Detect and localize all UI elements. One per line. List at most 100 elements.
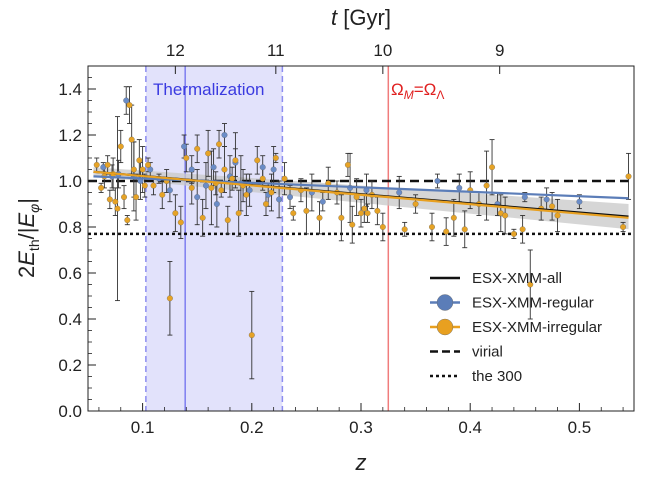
- point-regular: [213, 201, 220, 207]
- point-irregular: [93, 161, 100, 168]
- point-regular: [434, 178, 441, 184]
- legend-item: ESX-XMM-all: [430, 270, 562, 287]
- point-irregular: [133, 194, 139, 201]
- point-irregular: [232, 157, 239, 164]
- point-irregular: [303, 207, 310, 214]
- legend-marker-swatch: [436, 318, 454, 336]
- y-tick-label: 1.4: [58, 80, 82, 99]
- reference-lines: [88, 179, 634, 236]
- point-irregular: [461, 226, 468, 233]
- point-irregular: [379, 224, 386, 230]
- point-irregular: [483, 182, 490, 189]
- point-irregular: [374, 207, 381, 214]
- legend-label: virial: [472, 344, 503, 361]
- y-axis-title: 2Eth/|Eφ|: [14, 198, 42, 278]
- point-irregular: [527, 281, 534, 288]
- point-irregular: [489, 164, 495, 171]
- point-regular: [576, 198, 583, 205]
- point-regular: [270, 166, 277, 173]
- thermalization-label: Thermalization: [153, 80, 265, 99]
- legend-label: ESX-XMM-irregular: [472, 319, 602, 336]
- point-irregular: [443, 228, 450, 235]
- y-tick-label: 1.2: [58, 126, 82, 145]
- point-irregular: [130, 166, 137, 173]
- legend-label: ESX-XMM-regular: [472, 295, 594, 312]
- point-regular: [210, 164, 217, 171]
- point-irregular: [510, 230, 517, 237]
- x-tick-label: 0.1: [131, 418, 155, 437]
- point-irregular: [364, 210, 371, 217]
- point-irregular: [344, 161, 351, 168]
- legend-marker-swatch: [436, 294, 454, 311]
- point-irregular: [106, 196, 113, 203]
- point-irregular: [166, 295, 173, 302]
- y-tick-label: 0.2: [58, 356, 82, 375]
- point-irregular: [141, 182, 148, 189]
- x-tick-label: 0.4: [458, 418, 482, 437]
- point-irregular: [272, 155, 279, 161]
- point-regular: [123, 97, 130, 104]
- legend-item: ESX-XMM-irregular: [430, 318, 602, 336]
- point-irregular: [263, 201, 269, 207]
- point-irregular: [139, 166, 146, 173]
- x-tick-label: 0.2: [240, 418, 264, 437]
- point-irregular: [117, 143, 124, 150]
- point-irregular: [208, 184, 215, 191]
- y-tick-label: 0.8: [58, 218, 82, 237]
- point-irregular: [316, 214, 323, 221]
- y-tick-label: 0.0: [58, 402, 82, 421]
- y-tick-label: 1.0: [58, 172, 82, 191]
- point-irregular: [218, 187, 225, 194]
- point-irregular: [502, 212, 509, 219]
- point-irregular: [268, 189, 275, 196]
- point-irregular: [128, 136, 135, 143]
- y-tick-label: 0.4: [58, 310, 82, 329]
- point-irregular: [136, 157, 143, 164]
- legend-item: virial: [430, 344, 503, 361]
- fit-line-esx-xmm-irregular: [93, 170, 629, 219]
- point-irregular: [104, 161, 111, 168]
- point-irregular: [224, 217, 231, 224]
- point-irregular: [554, 212, 561, 219]
- point-irregular: [159, 191, 166, 198]
- point-regular: [246, 187, 253, 194]
- point-irregular: [248, 332, 255, 339]
- point-irregular: [145, 161, 152, 168]
- point-regular: [319, 198, 326, 205]
- x-tick-label: 0.5: [568, 418, 592, 437]
- top-tick-label: 10: [373, 41, 392, 60]
- axes: 0.1 0.2 0.3 0.4 0.5 0.0 0.2 0.4 0.6 0.8 1.0 1.2 1.4 1…: [58, 41, 624, 437]
- point-irregular: [361, 205, 368, 212]
- legend-label: the 300: [472, 368, 522, 385]
- point-regular: [181, 143, 188, 150]
- point-irregular: [625, 173, 632, 180]
- point-irregular: [290, 210, 297, 217]
- y-tick-label: 0.6: [58, 264, 82, 283]
- x-tick-label: 0.3: [349, 418, 373, 437]
- point-irregular: [183, 155, 190, 161]
- point-irregular: [254, 157, 261, 164]
- point-irregular: [205, 150, 212, 157]
- top-axis-title: t [Gyr]: [331, 5, 391, 30]
- point-irregular: [172, 210, 179, 217]
- point-irregular: [259, 175, 266, 182]
- top-tick-label: 12: [166, 41, 185, 60]
- top-tick-label: 9: [495, 41, 504, 60]
- thermalization-band: [145, 66, 283, 411]
- fit-lines: [93, 170, 629, 219]
- point-irregular: [281, 175, 288, 182]
- point-regular: [396, 189, 403, 196]
- point-irregular: [98, 184, 105, 191]
- point-regular: [166, 187, 173, 194]
- point-irregular: [349, 221, 356, 228]
- point-regular: [259, 164, 266, 171]
- point-irregular: [519, 226, 526, 233]
- point-regular: [287, 194, 293, 201]
- point-regular: [188, 166, 195, 173]
- point-irregular: [150, 182, 157, 189]
- point-irregular: [188, 184, 195, 191]
- point-irregular: [235, 210, 242, 217]
- point-irregular: [221, 166, 228, 173]
- point-irregular: [194, 145, 201, 152]
